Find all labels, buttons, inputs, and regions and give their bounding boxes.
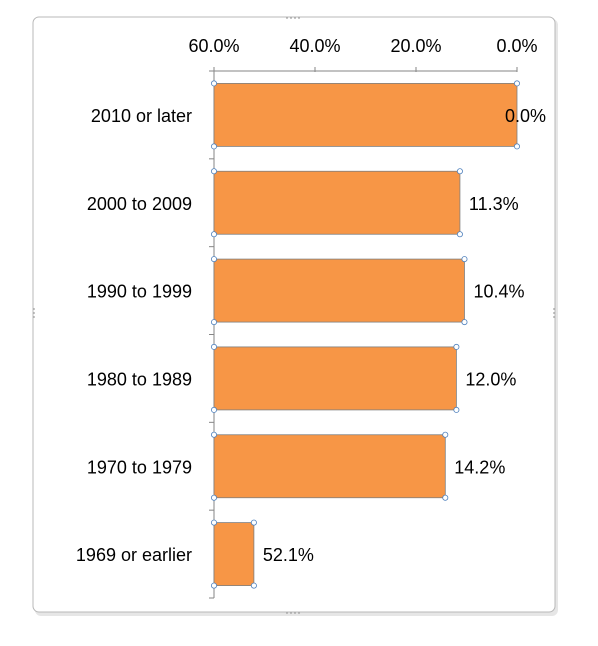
selection-handle[interactable] <box>453 406 460 413</box>
selection-handle[interactable] <box>461 319 468 326</box>
data-label: 11.3% <box>469 194 519 214</box>
bar[interactable] <box>213 83 518 147</box>
data-label: 10.4% <box>473 282 524 302</box>
bar-chart: 60.0% 40.0% 20.0% 0.0% 0.0% 11.3% 10.4% 12.0% 1… <box>32 16 558 616</box>
bar[interactable] <box>213 434 446 499</box>
selection-handle[interactable] <box>210 343 217 350</box>
category-label: 1969 or earlier <box>76 545 192 565</box>
selection-handle[interactable] <box>456 231 463 238</box>
selection-handle[interactable] <box>210 168 217 175</box>
selection-handle[interactable] <box>250 519 257 526</box>
data-labels: 0.0% 11.3% 10.4% 12.0% 14.2% 52.1% <box>263 106 546 565</box>
selection-handle[interactable] <box>513 80 520 87</box>
bar[interactable] <box>213 258 465 323</box>
data-label: 0.0% <box>505 106 546 126</box>
bar[interactable] <box>213 522 255 586</box>
value-axis-tick-label: 20.0% <box>390 36 441 56</box>
category-label: 1980 to 1989 <box>87 369 192 389</box>
selection-handle[interactable] <box>513 143 520 150</box>
value-axis-tick-label: 0.0% <box>496 36 537 56</box>
category-label: 2010 or later <box>91 106 192 126</box>
data-label: 12.0% <box>465 369 516 389</box>
selection-handle[interactable] <box>442 494 449 501</box>
selection-handle[interactable] <box>210 582 217 589</box>
bar[interactable] <box>213 346 457 411</box>
bottom-resize-handle[interactable] <box>286 612 300 614</box>
selection-handle[interactable] <box>210 231 217 238</box>
selection-handle[interactable] <box>210 256 217 263</box>
top-resize-handle[interactable] <box>286 17 300 19</box>
selection-handle[interactable] <box>456 168 463 175</box>
value-axis-tick-labels: 60.0% 40.0% 20.0% 0.0% <box>188 36 537 56</box>
selection-handle[interactable] <box>210 319 217 326</box>
right-resize-handle[interactable] <box>553 308 555 318</box>
selection-handle[interactable] <box>461 256 468 263</box>
category-labels: 2010 or later 2000 to 2009 1990 to 1999 198… <box>76 106 192 565</box>
selection-handle[interactable] <box>210 431 217 438</box>
value-axis-tick-label: 60.0% <box>188 36 239 56</box>
selection-handle[interactable] <box>210 143 217 150</box>
bars[interactable] <box>213 83 518 586</box>
selection-handle[interactable] <box>442 431 449 438</box>
selection-handle[interactable] <box>210 519 217 526</box>
category-label: 1990 to 1999 <box>87 282 192 302</box>
bar[interactable] <box>213 170 461 235</box>
selection-handle[interactable] <box>210 406 217 413</box>
selection-handle[interactable] <box>250 582 257 589</box>
selection-handle[interactable] <box>453 343 460 350</box>
data-label: 14.2% <box>454 457 505 477</box>
selection-handle[interactable] <box>210 80 217 87</box>
selection-handle[interactable] <box>210 494 217 501</box>
category-axis-ticks <box>209 70 214 599</box>
selection-handles[interactable] <box>210 80 520 589</box>
data-label: 52.1% <box>263 545 314 565</box>
left-resize-handle[interactable] <box>33 308 35 318</box>
chart-frame: 60.0% 40.0% 20.0% 0.0% 0.0% 11.3% 10.4% 12.0% 1… <box>32 16 560 618</box>
value-axis-tick-label: 40.0% <box>289 36 340 56</box>
category-label: 2000 to 2009 <box>87 194 192 214</box>
category-label: 1970 to 1979 <box>87 457 192 477</box>
